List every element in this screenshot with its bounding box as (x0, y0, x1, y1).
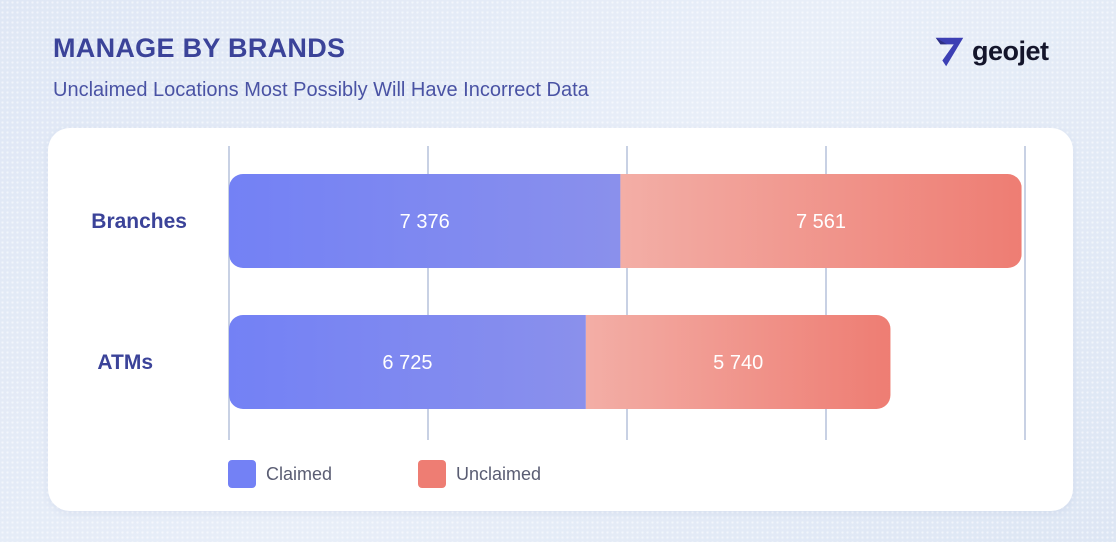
geojet-logo: geojet (930, 30, 1049, 72)
bar-row-branches (229, 174, 1022, 268)
legend-swatch-claimed (228, 460, 256, 488)
bar-unclaimed-atms (585, 315, 891, 409)
data-label-unclaimed-atms: 5 740 (713, 352, 763, 374)
chart-subtitle: Unclaimed Locations Most Possibly Will H… (53, 79, 589, 101)
bar-claimed-branches (229, 174, 621, 268)
legend-item-claimed: Claimed (228, 460, 332, 488)
legend-label-unclaimed: Unclaimed (456, 463, 542, 484)
legend-item-unclaimed: Unclaimed (418, 460, 541, 488)
bar-row-atms (229, 315, 891, 409)
data-label-claimed-atms: 6 725 (382, 352, 432, 374)
category-label-branches: Branches (91, 210, 187, 233)
data-label-claimed-branches: 7 376 (400, 211, 450, 233)
legend-swatch-unclaimed (418, 460, 446, 488)
geojet-logo-text: geojet (972, 35, 1049, 66)
bar-claimed-atms (229, 315, 586, 409)
geojet-logo-icon (935, 37, 964, 67)
chart-title: MANAGE BY BRANDS (53, 33, 346, 63)
category-label-atms: ATMs (97, 351, 153, 374)
labels: 7 376 7 561 Branches 6 725 5 740 ATMs (91, 210, 846, 374)
legend-label-claimed: Claimed (266, 463, 333, 484)
bars (229, 174, 1022, 409)
bar-unclaimed-branches (620, 174, 1022, 268)
data-label-unclaimed-branches: 7 561 (796, 211, 846, 233)
